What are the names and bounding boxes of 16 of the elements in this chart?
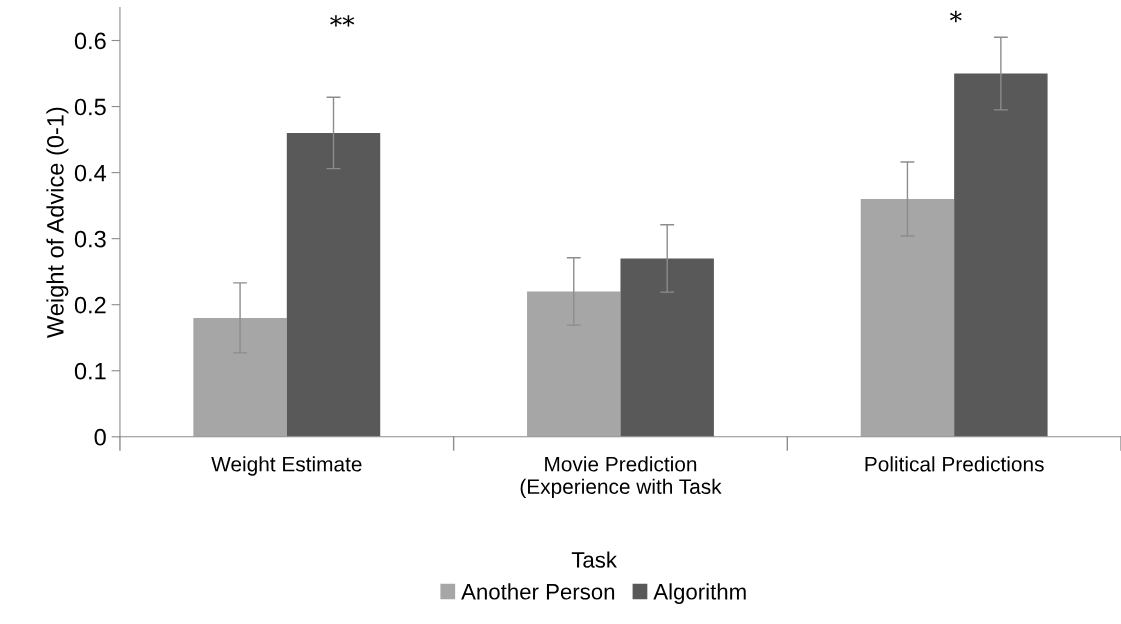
x-tick-label: Weight Estimate	[211, 456, 362, 476]
y-tick-label: 0.4	[74, 164, 107, 182]
y-axis-title: Weight of Advice (0-1)	[46, 107, 69, 338]
legend-title: Task	[571, 551, 617, 568]
y-tick-label: 0.2	[74, 296, 106, 314]
annotation: **	[330, 15, 355, 27]
x-tick-label: Political Predictions	[865, 456, 1044, 472]
y-tick-label: 0	[94, 428, 106, 446]
legend-label: Another Person	[461, 583, 615, 600]
legend-label: Algorithm	[653, 583, 746, 604]
annotation: *	[949, 10, 962, 23]
y-tick-label: 0.6	[74, 32, 106, 50]
y-tick-label: 0.5	[74, 98, 106, 116]
x-tick-label: Movie Prediction (Experience with Task	[520, 456, 722, 499]
y-tick-label: 0.3	[74, 230, 106, 248]
y-tick-label: 0.1	[74, 362, 106, 380]
